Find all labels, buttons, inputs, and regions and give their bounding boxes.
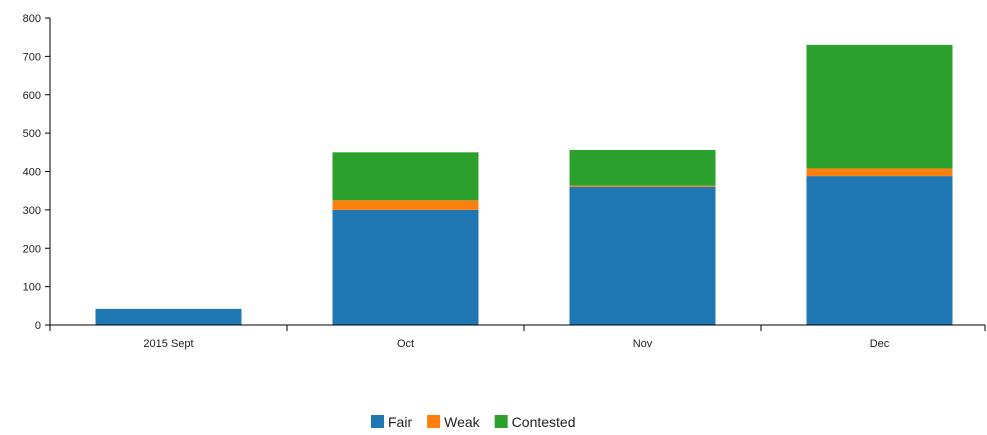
legend-swatch-fair bbox=[371, 415, 384, 428]
bars bbox=[95, 44, 953, 325]
legend-swatch-weak bbox=[427, 415, 441, 428]
x-tick-label: Dec bbox=[870, 338, 890, 350]
y-tick-label: 600 bbox=[23, 90, 41, 102]
x-tick-label: Nov bbox=[633, 338, 653, 350]
x-axis: 2015 Sept Oct Nov Dec bbox=[49, 324, 986, 350]
bar-fair-3 bbox=[569, 186, 716, 325]
legend-label-fair: Fair bbox=[388, 414, 412, 430]
legend-swatch-contested bbox=[494, 415, 508, 428]
bar-contested-4 bbox=[806, 44, 953, 169]
y-tick-label: 800 bbox=[23, 13, 41, 25]
bar-weak-4 bbox=[806, 168, 953, 177]
bar-weak-2 bbox=[332, 200, 479, 210]
y-tick-label: 300 bbox=[23, 205, 41, 217]
bar-contested-3 bbox=[569, 150, 716, 186]
bar-fair-1 bbox=[95, 308, 242, 325]
x-tick-label: 2015 Sept bbox=[143, 338, 193, 350]
legend-label-contested: Contested bbox=[512, 414, 576, 430]
x-tick-label: Oct bbox=[397, 338, 414, 350]
bar-weak-3 bbox=[569, 185, 716, 187]
y-tick-label: 700 bbox=[23, 51, 41, 63]
y-tick-label: 100 bbox=[23, 282, 41, 294]
bar-fair-2 bbox=[332, 209, 479, 325]
y-axis: 0 100 200 300 400 500 600 700 800 bbox=[23, 13, 51, 332]
bar-contested-2 bbox=[332, 152, 479, 201]
y-tick-label: 0 bbox=[35, 320, 41, 332]
legend-label-weak: Weak bbox=[444, 414, 481, 430]
y-tick-label: 500 bbox=[23, 128, 41, 140]
y-tick-label: 400 bbox=[23, 167, 41, 179]
y-tick-label: 200 bbox=[23, 243, 41, 255]
legend: Fair Weak Contested bbox=[371, 414, 576, 430]
bar-fair-4 bbox=[806, 176, 953, 325]
